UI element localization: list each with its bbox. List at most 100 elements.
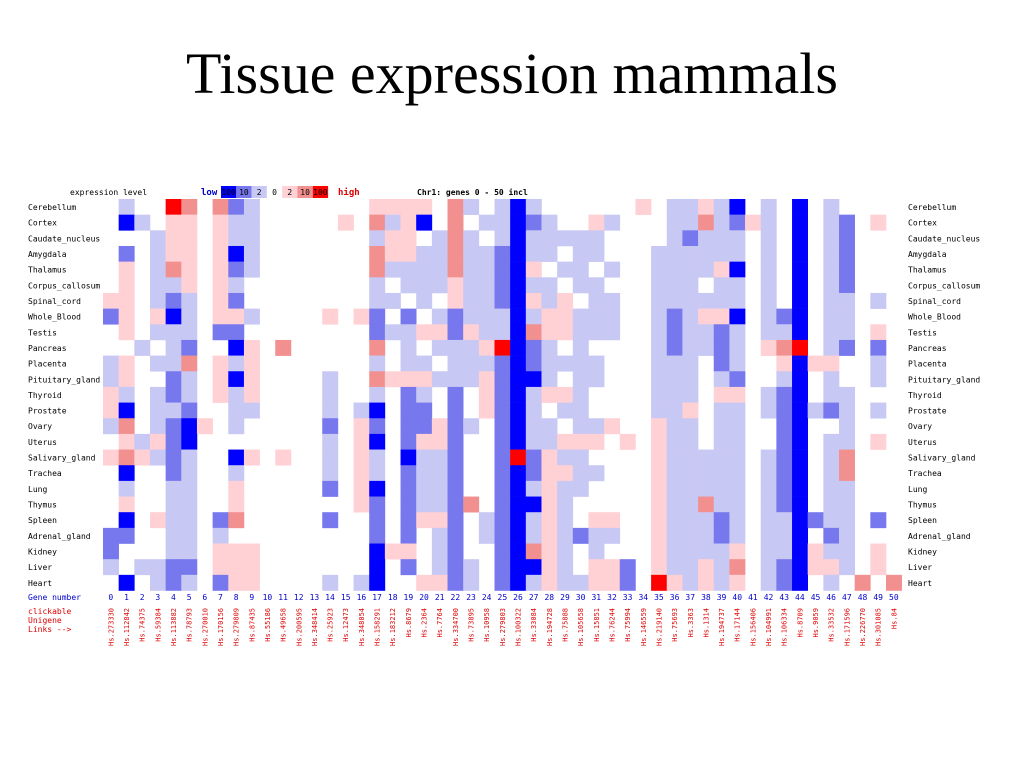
unigene-link[interactable]: Hs.55186 xyxy=(264,608,272,642)
unigene-link[interactable]: Hs.219140 xyxy=(655,608,663,646)
unigene-link[interactable]: Hs.183212 xyxy=(389,608,397,646)
heatmap-cell xyxy=(698,496,715,513)
unigene-link[interactable]: Hs.170156 xyxy=(217,608,225,646)
heatmap-cell xyxy=(792,355,808,372)
heatmap-cell xyxy=(181,386,198,403)
unigene-link[interactable]: Hs.87435 xyxy=(248,608,256,642)
heatmap-cell xyxy=(619,574,636,591)
heatmap-cell xyxy=(165,574,182,591)
heatmap-cell xyxy=(541,512,558,529)
gene-number: 24 xyxy=(482,593,492,602)
heatmap-cell xyxy=(870,339,887,356)
heatmap-cell xyxy=(713,418,730,435)
gene-number: 0 xyxy=(108,593,113,602)
unigene-link[interactable]: Hs.194737 xyxy=(718,608,726,646)
heatmap-cell xyxy=(510,230,527,247)
heatmap-cell xyxy=(525,465,542,482)
unigene-link[interactable]: Hs.105658 xyxy=(577,608,585,646)
heatmap-cell xyxy=(447,230,464,247)
tissue-label: Salivary_gland xyxy=(908,454,976,463)
heatmap-cell xyxy=(776,559,793,576)
unigene-link[interactable]: Hs.75693 xyxy=(671,608,679,642)
heatmap-cell xyxy=(557,324,574,341)
unigene-link[interactable]: Hs.301085 xyxy=(875,608,883,646)
unigene-link[interactable]: Hs.146559 xyxy=(640,608,648,646)
unigene-link[interactable]: Hs.158291 xyxy=(374,608,382,646)
heatmap-cell xyxy=(416,402,433,419)
unigene-link[interactable]: Hs.348414 xyxy=(311,608,319,646)
unigene-link[interactable]: Hs.273330 xyxy=(107,608,115,646)
unigene-link[interactable]: Hs.76244 xyxy=(608,608,616,642)
heatmap-cell xyxy=(525,433,542,450)
unigene-link[interactable]: Hs.100322 xyxy=(514,608,522,646)
unigene-link[interactable]: Hs.279809 xyxy=(233,608,241,646)
unigene-link[interactable]: Hs.270010 xyxy=(201,608,209,646)
tissue-label: Spleen xyxy=(28,516,57,525)
unigene-link[interactable]: Hs.12473 xyxy=(342,608,350,642)
unigene-link[interactable]: Hs.1314 xyxy=(702,608,710,638)
unigene-link[interactable]: Hs.200595 xyxy=(295,608,303,646)
unigene-link[interactable]: Hs.75888 xyxy=(561,608,569,642)
unigene-link[interactable]: Hs.33084 xyxy=(530,608,538,642)
heatmap-cell xyxy=(541,433,558,450)
unigene-link[interactable]: Hs.348054 xyxy=(358,608,366,646)
heatmap-cell xyxy=(181,543,198,560)
heatmap-cell xyxy=(823,214,840,231)
unigene-link[interactable]: Hs.15851 xyxy=(593,608,601,642)
unigene-link[interactable]: Hs.75994 xyxy=(624,608,632,642)
heatmap-cell xyxy=(541,386,558,403)
tissue-label: Caudate_nucleus xyxy=(28,234,100,243)
heatmap-cell xyxy=(604,261,621,278)
heatmap-cell xyxy=(525,230,542,247)
unigene-link[interactable]: Hs.3363 xyxy=(687,608,695,638)
unigene-link[interactable]: Hs.84 xyxy=(890,608,898,629)
unigene-link[interactable]: Hs.2364 xyxy=(421,608,429,638)
unigene-link[interactable]: Hs.49658 xyxy=(280,608,288,642)
tissue-label: Lung xyxy=(28,485,47,494)
heatmap-cell xyxy=(118,245,135,262)
gene-number: 2 xyxy=(140,593,145,602)
unigene-link[interactable]: Hs.25923 xyxy=(327,608,335,642)
heatmap-cell xyxy=(243,230,260,247)
heatmap-cell xyxy=(713,324,730,341)
heatmap-cell xyxy=(666,371,683,388)
unigene-link[interactable]: Hs.17144 xyxy=(734,608,742,642)
heatmap-cell xyxy=(118,433,135,450)
unigene-link[interactable]: Hs.73895 xyxy=(468,608,476,642)
heatmap-cell xyxy=(134,214,151,231)
heatmap-cell xyxy=(149,261,166,278)
unigene-link[interactable]: Hs.113882 xyxy=(170,608,178,646)
heatmap-cell xyxy=(839,480,855,497)
heatmap-cell xyxy=(839,230,855,247)
heatmap-cell xyxy=(494,214,511,231)
unigene-link[interactable]: Hs.8679 xyxy=(405,608,413,638)
unigene-link[interactable]: Hs.8709 xyxy=(796,608,804,638)
unigene-link[interactable]: Hs.104991 xyxy=(765,608,773,646)
unigene-link[interactable]: Hs.171596 xyxy=(843,608,851,646)
unigene-link[interactable]: Hs.10958 xyxy=(483,608,491,642)
gene-number: 4 xyxy=(171,593,176,602)
heatmap-cell xyxy=(682,574,699,591)
heatmap-cell xyxy=(243,308,260,325)
heatmap-cell xyxy=(572,261,589,278)
unigene-link[interactable]: Hs.156406 xyxy=(749,608,757,646)
unigene-link[interactable]: Hs.7764 xyxy=(436,608,444,638)
unigene-link[interactable]: Hs.59384 xyxy=(154,608,162,642)
heatmap-cell xyxy=(839,402,855,419)
heatmap-cell xyxy=(713,496,730,513)
unigene-link[interactable]: Hs.9059 xyxy=(812,608,820,638)
unigene-link[interactable]: Hs.78793 xyxy=(186,608,194,642)
heatmap-cell xyxy=(478,261,495,278)
heatmap-cell xyxy=(651,292,668,309)
unigene-link[interactable]: Hs.106334 xyxy=(781,608,789,646)
unigene-link[interactable]: Hs.279803 xyxy=(499,608,507,646)
unigene-link[interactable]: Hs.33532 xyxy=(828,608,836,642)
unigene-link[interactable]: Hs.334700 xyxy=(452,608,460,646)
unigene-link[interactable]: Hs.226770 xyxy=(859,608,867,646)
unigene-link[interactable]: Hs.112842 xyxy=(123,608,131,646)
unigene-links[interactable]: Hs.273330 Hs.112842 Hs.74375 Hs.59384 Hs.113… xyxy=(107,608,898,646)
unigene-link[interactable]: Hs.74375 xyxy=(139,608,147,642)
heatmap-cell xyxy=(165,433,182,450)
unigene-link[interactable]: Hs.194728 xyxy=(546,608,554,646)
heatmap-cell xyxy=(149,433,166,450)
